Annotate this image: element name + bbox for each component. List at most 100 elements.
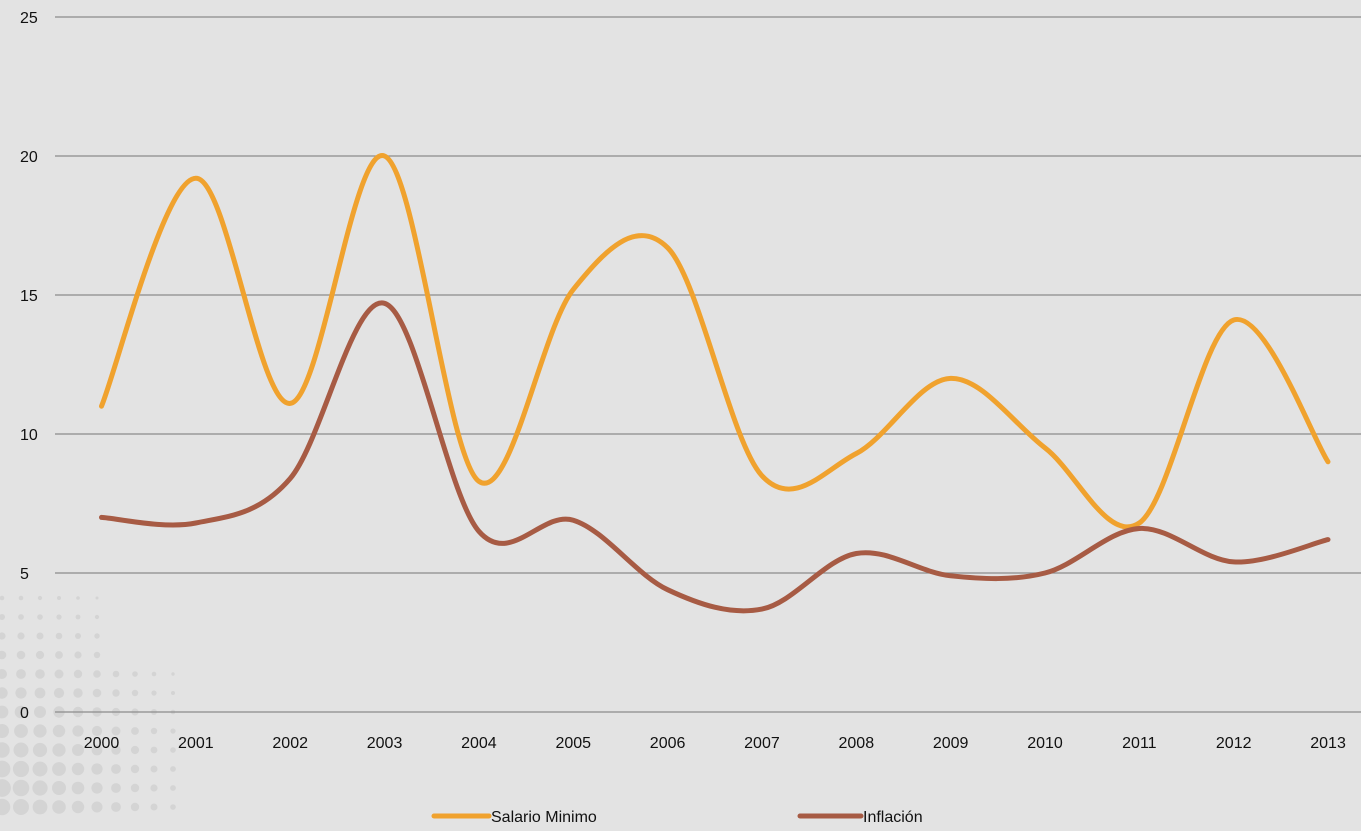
- halftone-dot: [18, 614, 24, 620]
- halftone-dot: [0, 742, 10, 758]
- series-lines: [99, 153, 1331, 614]
- x-tick-label: 2007: [744, 735, 780, 752]
- data-point-salario-minimo: [99, 404, 104, 409]
- halftone-dot: [91, 744, 103, 756]
- x-tick-label: 2006: [650, 735, 686, 752]
- halftone-dot: [130, 783, 140, 793]
- halftone-dot: [16, 650, 26, 660]
- halftone-dot: [170, 785, 176, 791]
- halftone-dot: [132, 671, 138, 677]
- x-axis-ticks: 2000 2001 2002 2003 2004 2005 2006 2007 2008 2009…: [84, 735, 1346, 752]
- halftone-dot: [0, 669, 7, 679]
- x-tick-label: 2002: [272, 735, 308, 752]
- x-tick-label: 2010: [1027, 735, 1063, 752]
- halftone-dot: [55, 632, 63, 640]
- halftone-dot: [13, 742, 29, 758]
- halftone-dot: [150, 746, 158, 754]
- halftone-dot: [112, 670, 120, 678]
- halftone-dot: [95, 596, 99, 600]
- y-tick-label: 20: [20, 149, 38, 166]
- y-tick-label: 10: [20, 427, 38, 444]
- halftone-dot: [111, 745, 121, 755]
- data-point-inflacion: [665, 587, 670, 592]
- halftone-dot: [111, 783, 121, 793]
- halftone-dot: [94, 614, 100, 620]
- data-point-salario-minimo: [288, 401, 293, 406]
- halftone-dot: [33, 724, 47, 738]
- halftone-dot: [55, 651, 63, 659]
- halftone-dot: [150, 784, 158, 792]
- halftone-dot: [170, 747, 176, 753]
- halftone-dot: [75, 633, 81, 639]
- halftone-dot: [91, 782, 103, 794]
- halftone-dot: [0, 614, 5, 620]
- halftone-dot: [52, 724, 66, 738]
- data-point-inflacion: [1231, 559, 1236, 564]
- halftone-dot: [12, 760, 30, 778]
- data-point-inflacion: [288, 476, 293, 481]
- halftone-decoration-icon: [0, 595, 176, 816]
- legend: Salario Minimo Inflación: [431, 809, 923, 826]
- data-point-salario-minimo: [571, 287, 576, 292]
- halftone-dot: [151, 671, 157, 677]
- halftone-dot: [92, 688, 102, 698]
- data-point-salario-minimo: [665, 245, 670, 250]
- halftone-dot: [52, 762, 66, 776]
- halftone-dot: [170, 804, 176, 810]
- x-tick-label: 2005: [555, 735, 591, 752]
- halftone-dot: [18, 595, 24, 601]
- x-tick-label: 2001: [178, 735, 214, 752]
- halftone-dot: [131, 727, 139, 735]
- data-point-inflacion: [854, 551, 859, 556]
- halftone-dot: [56, 614, 62, 620]
- halftone-dot: [72, 725, 84, 737]
- data-point-inflacion: [382, 301, 387, 306]
- halftone-dot: [93, 651, 101, 659]
- halftone-dot: [171, 691, 175, 695]
- halftone-dot: [150, 727, 158, 735]
- legend-item: Inflación: [797, 809, 923, 826]
- legend-label: Inflación: [863, 809, 923, 826]
- halftone-dot: [13, 799, 29, 815]
- halftone-dot: [12, 779, 30, 797]
- halftone-dot: [0, 760, 11, 778]
- halftone-dot: [37, 614, 43, 620]
- halftone-dot: [57, 596, 61, 600]
- halftone-dot: [111, 802, 121, 812]
- halftone-dot: [71, 781, 85, 795]
- halftone-dot: [34, 687, 46, 699]
- halftone-dot: [14, 724, 28, 738]
- halftone-dot: [91, 725, 103, 737]
- data-point-inflacion: [193, 520, 198, 525]
- halftone-dot: [150, 765, 158, 773]
- data-point-salario-minimo: [1137, 520, 1142, 525]
- halftone-dot: [0, 724, 9, 738]
- halftone-dot: [52, 743, 66, 757]
- y-tick-label: 0: [20, 705, 29, 722]
- halftone-dot: [91, 763, 103, 775]
- halftone-dot: [93, 670, 101, 678]
- data-point-salario-minimo: [382, 154, 387, 159]
- halftone-dot: [16, 669, 26, 679]
- halftone-dot: [91, 801, 103, 813]
- halftone-dot: [32, 799, 48, 815]
- data-point-inflacion: [99, 515, 104, 520]
- data-point-salario-minimo: [854, 451, 859, 456]
- halftone-dot: [75, 614, 81, 620]
- x-tick-label: 2011: [1122, 735, 1157, 752]
- data-point-inflacion: [759, 607, 764, 612]
- halftone-dot: [111, 764, 121, 774]
- data-point-inflacion: [948, 573, 953, 578]
- y-axis-ticks: 0 5 10 15 20 25: [20, 10, 38, 722]
- halftone-dot: [71, 762, 85, 776]
- halftone-dot: [71, 800, 85, 814]
- data-point-inflacion: [1043, 571, 1048, 576]
- data-point-salario-minimo: [476, 479, 481, 484]
- halftone-dot: [151, 690, 157, 696]
- series-line-salario-minimo: [99, 153, 1331, 530]
- halftone-dot: [131, 689, 139, 697]
- halftone-dot: [170, 728, 176, 734]
- halftone-dot: [53, 687, 65, 699]
- halftone-dot: [0, 798, 11, 816]
- halftone-dot: [52, 800, 66, 814]
